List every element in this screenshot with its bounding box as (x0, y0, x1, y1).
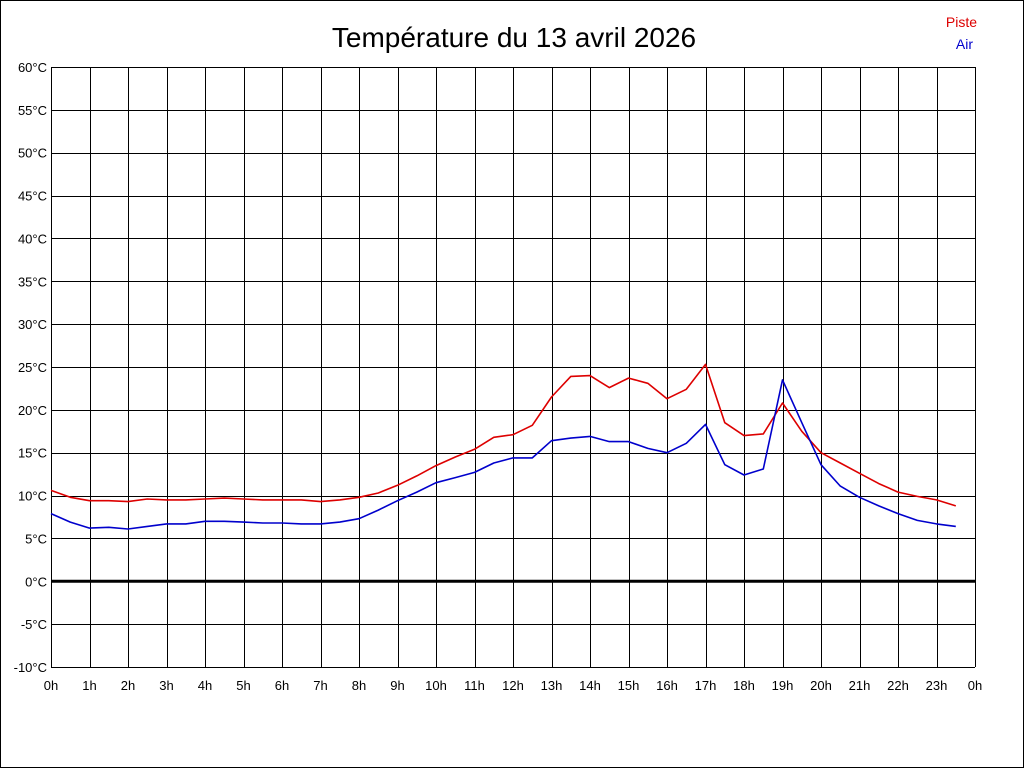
y-tick-label: -5°C (21, 617, 47, 632)
x-tick-label: 5h (236, 678, 250, 693)
y-tick-label: 5°C (25, 531, 47, 546)
series-line-air (50, 379, 956, 530)
x-tick-label: 22h (887, 678, 909, 693)
y-tick-label: 40°C (18, 231, 47, 246)
x-tick-label: 14h (579, 678, 601, 693)
x-tick-label: 21h (849, 678, 871, 693)
y-tick-label: -10°C (14, 660, 47, 675)
x-tick-label: 3h (159, 678, 173, 693)
x-tick-label: 10h (425, 678, 447, 693)
x-tick-label: 15h (618, 678, 640, 693)
grid (51, 67, 976, 668)
x-tick-label: 0h (968, 678, 982, 693)
y-tick-label: 35°C (18, 274, 47, 289)
y-tick-label: 30°C (18, 317, 47, 332)
x-tick-label: 8h (352, 678, 366, 693)
x-tick-label: 16h (656, 678, 678, 693)
x-tick-label: 13h (541, 678, 563, 693)
y-axis-labels: 60°C 55°C 50°C 45°C 40°C 35°C 30°C 25°C 20°C 15°C… (14, 60, 47, 675)
x-tick-label: 23h (926, 678, 948, 693)
x-tick-label: 0h (44, 678, 58, 693)
y-tick-label: 0°C (25, 574, 47, 589)
y-tick-label: 20°C (18, 403, 47, 418)
series-line-piste (50, 363, 957, 507)
x-tick-label: 11h (464, 678, 485, 693)
y-tick-label: 25°C (18, 360, 47, 375)
chart-title: Température du 13 avril 2026 (332, 22, 696, 53)
y-tick-label: 50°C (18, 146, 47, 161)
y-tick-label: 45°C (18, 189, 47, 204)
x-tick-label: 2h (121, 678, 135, 693)
x-tick-label: 12h (502, 678, 524, 693)
series-lines (50, 363, 957, 530)
x-tick-label: 18h (733, 678, 755, 693)
y-tick-label: 10°C (18, 489, 47, 504)
y-tick-label: 15°C (18, 446, 47, 461)
legend-air: Air (956, 36, 973, 52)
x-axis-labels: 0h 1h 2h 3h 4h 5h 6h 7h 8h 9h 10h 11h 12h 13h 14h 15h 16… (44, 678, 982, 693)
legend-piste: Piste (946, 14, 977, 30)
x-tick-label: 4h (198, 678, 212, 693)
y-tick-label: 55°C (18, 103, 47, 118)
x-tick-label: 20h (810, 678, 832, 693)
x-tick-label: 19h (772, 678, 794, 693)
x-tick-label: 9h (390, 678, 404, 693)
x-tick-label: 7h (313, 678, 327, 693)
x-tick-label: 1h (82, 678, 96, 693)
y-tick-label: 60°C (18, 60, 47, 75)
x-tick-label: 6h (275, 678, 289, 693)
x-tick-label: 17h (695, 678, 717, 693)
